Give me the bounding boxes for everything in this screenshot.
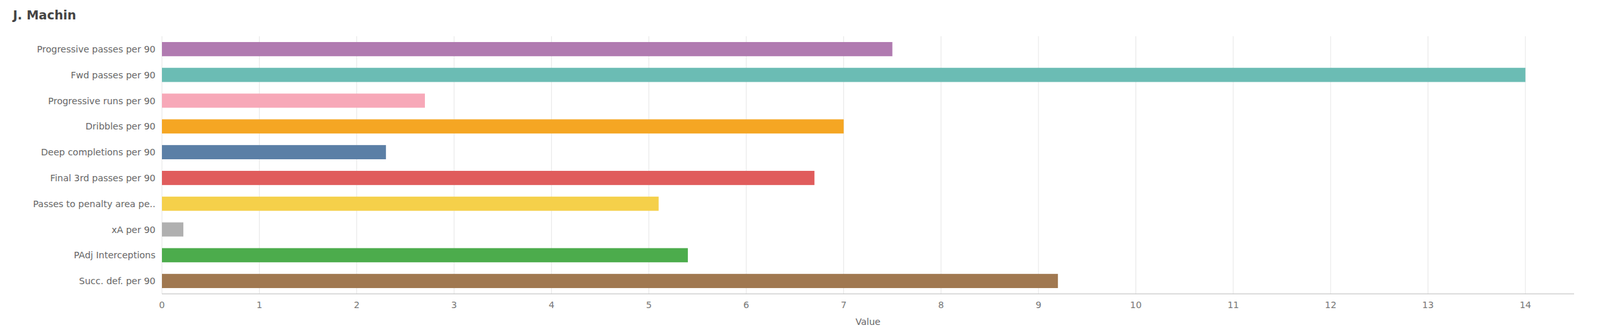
x-tick-label: 12 bbox=[1324, 299, 1337, 311]
x-tick-label: 8 bbox=[937, 299, 944, 311]
bar bbox=[161, 93, 425, 109]
x-tick-label: 13 bbox=[1422, 299, 1435, 311]
bar bbox=[161, 196, 659, 212]
x-tick-label: 1 bbox=[256, 299, 263, 311]
bar bbox=[161, 145, 387, 160]
grid bbox=[161, 36, 1526, 295]
x-tick-label: 0 bbox=[159, 299, 166, 311]
chart-container: 01234567891011121314Progressive passes p… bbox=[0, 0, 1600, 334]
x-axis-label: Value bbox=[855, 316, 881, 328]
x-tick-label: 9 bbox=[1035, 299, 1042, 311]
chart-svg: 01234567891011121314Progressive passes p… bbox=[0, 0, 1600, 334]
bar bbox=[161, 68, 1526, 83]
y-ticks: Progressive passes per 90 Fwd passes per … bbox=[33, 44, 156, 287]
x-tick-label: 14 bbox=[1519, 299, 1532, 311]
category-label: Progressive runs per 90 bbox=[47, 95, 156, 107]
x-axis-line bbox=[161, 294, 1575, 295]
x-tick-label: 7 bbox=[840, 299, 847, 311]
bar bbox=[161, 248, 688, 263]
bar bbox=[161, 171, 815, 186]
category-label: Deep completions per 90 bbox=[40, 147, 156, 158]
x-ticks: 01234567891011121314 bbox=[159, 299, 1532, 311]
bar bbox=[161, 119, 844, 134]
category-label: Progressive passes per 90 bbox=[36, 44, 156, 55]
x-tick-label: 5 bbox=[645, 299, 652, 311]
category-label: Dribbles per 90 bbox=[85, 121, 156, 132]
category-label: Passes to penalty area pe.. bbox=[33, 198, 156, 210]
x-tick-label: 2 bbox=[353, 299, 360, 311]
x-tick-label: 11 bbox=[1227, 299, 1240, 311]
bar bbox=[161, 222, 184, 238]
category-label: Final 3rd passes per 90 bbox=[50, 172, 156, 184]
chart-title: J. Machin bbox=[11, 7, 76, 23]
bar bbox=[161, 42, 893, 57]
x-tick-label: 6 bbox=[743, 299, 750, 311]
x-tick-label: 3 bbox=[451, 299, 458, 311]
category-label: Fwd passes per 90 bbox=[70, 69, 156, 81]
bar bbox=[161, 274, 1058, 289]
bars bbox=[161, 42, 1526, 289]
category-label: PAdj Interceptions bbox=[73, 250, 156, 261]
x-tick-label: 10 bbox=[1130, 299, 1143, 311]
category-label: xA per 90 bbox=[111, 224, 156, 236]
x-tick-label: 4 bbox=[548, 299, 555, 311]
category-label: Succ. def. per 90 bbox=[79, 275, 156, 287]
